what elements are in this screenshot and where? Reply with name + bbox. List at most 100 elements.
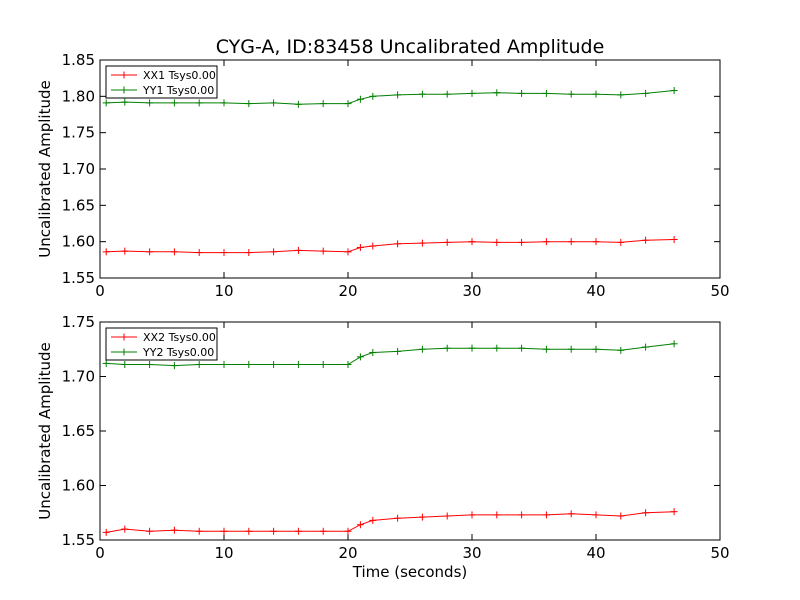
data-point [542,511,550,519]
data-point [443,238,451,246]
data-point [195,527,203,535]
data-point [146,99,154,107]
xtick-label: 20 [338,544,357,562]
data-point [394,240,402,248]
data-point [146,527,154,535]
data-point [121,361,129,369]
plot-top-series [102,87,678,257]
data-point [468,344,476,352]
data-point [443,344,451,352]
data-point [670,340,678,348]
data-point [670,87,678,95]
data-point [121,98,129,106]
data-point [443,512,451,520]
data-point [270,248,278,256]
data-point [319,361,327,369]
ytick-label: 1.80 [62,87,95,105]
ytick-label: 1.55 [62,531,95,549]
data-point [592,511,600,519]
ytick-label: 1.75 [62,124,95,142]
data-point [394,347,402,355]
data-point [170,526,178,534]
xtick-label: 0 [95,544,105,562]
plot-bottom-ylabel: Uncalibrated Amplitude [36,342,54,519]
data-point [617,346,625,354]
ytick-label: 1.60 [62,233,95,251]
data-point [121,247,129,255]
data-point [294,100,302,108]
data-point [356,243,364,251]
data-point [418,90,426,98]
data-point [670,508,678,516]
data-point [195,99,203,107]
data-point [220,99,228,107]
data-point [418,345,426,353]
data-point [344,361,352,369]
data-point [195,361,203,369]
data-point [592,90,600,98]
ytick-label: 1.65 [62,196,95,214]
data-point [394,91,402,99]
data-point [468,89,476,97]
legend-label: YY2 Tsys0.00 [142,346,214,359]
data-point [567,510,575,518]
data-point [493,511,501,519]
data-point [270,99,278,107]
plot-bottom-yticks: 1.55 1.60 1.65 1.70 1.75 [62,313,720,549]
data-point [493,89,501,97]
ytick-label: 1.70 [62,160,95,178]
data-point [294,527,302,535]
plot-top: 1.55 1.60 1.65 1.70 1.75 1.80 1.85 0 10 20 30 40 50… [36,51,730,300]
xtick-label: 50 [710,544,729,562]
plot-top-yticks: 1.55 1.60 1.65 1.70 1.75 1.80 1.85 [62,51,720,287]
x-axis-label: Time (seconds) [352,563,468,581]
xtick-label: 30 [462,544,481,562]
xtick-label: 0 [95,282,105,300]
xtick-label: 30 [462,282,481,300]
data-point [670,235,678,243]
data-point [220,361,228,369]
data-point [518,89,526,97]
data-point [493,344,501,352]
data-point [170,248,178,256]
ytick-label: 1.75 [62,313,95,331]
ytick-label: 1.60 [62,477,95,495]
data-point [394,514,402,522]
data-point [542,345,550,353]
data-point [102,99,110,107]
data-point [468,511,476,519]
data-point [102,359,110,367]
data-point [418,239,426,247]
plot-bottom: 1.55 1.60 1.65 1.70 1.75 0 10 20 30 40 50 Uncalib… [36,313,730,562]
data-point [294,361,302,369]
plot-bottom-series [102,340,678,536]
data-point [121,525,129,533]
data-point [319,527,327,535]
data-point [369,92,377,100]
data-point [518,344,526,352]
data-point [592,238,600,246]
data-point [369,516,377,524]
ytick-label: 1.55 [62,269,95,287]
data-point [220,527,228,535]
ytick-label: 1.70 [62,368,95,386]
data-point [356,353,364,361]
data-point [642,509,650,517]
ytick-label: 1.65 [62,422,95,440]
data-point [245,361,253,369]
data-point [102,528,110,536]
data-point [642,343,650,351]
chart-title: CYG-A, ID:83458 Uncalibrated Amplitude [216,36,605,58]
data-point [369,349,377,357]
plot-top-ylabel: Uncalibrated Amplitude [36,80,54,257]
data-point [617,238,625,246]
data-point [245,100,253,108]
xtick-label: 50 [710,282,729,300]
plot-top-legend: XX1 Tsys0.00 YY1 Tsys0.00 [105,65,218,99]
data-point [356,95,364,103]
data-point [319,100,327,108]
data-point [344,100,352,108]
legend-label: XX2 Tsys0.00 [143,331,216,344]
data-point [642,89,650,97]
data-point [518,238,526,246]
